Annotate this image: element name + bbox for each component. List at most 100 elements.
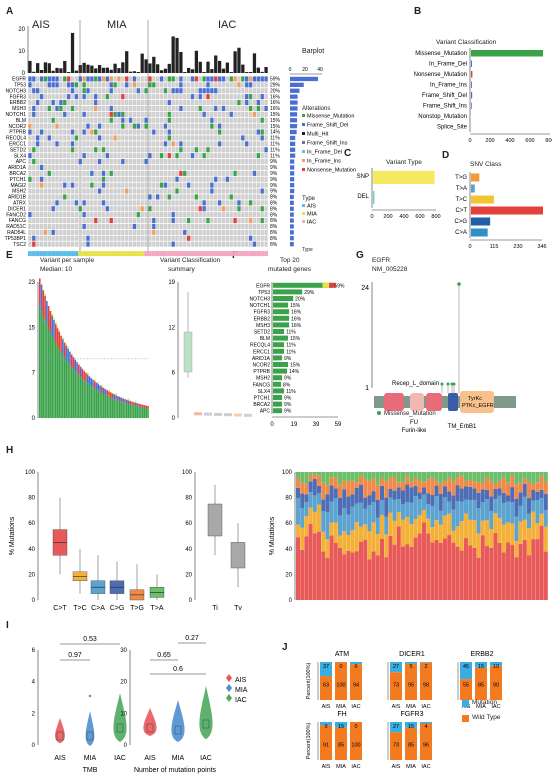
e-sample-bar <box>120 397 123 402</box>
oncoplot-cell <box>113 218 117 224</box>
oncoplot-cell <box>179 94 183 100</box>
oncoplot-cell <box>140 241 144 247</box>
oncoplot-cell <box>186 153 191 159</box>
oncoplot-cell <box>163 129 168 135</box>
h3-stack-segment <box>476 557 481 600</box>
oncoplot-cell <box>171 206 175 212</box>
oncoplot-cell <box>39 229 44 235</box>
h3-stack-segment <box>506 522 510 543</box>
f-bar <box>273 381 282 387</box>
oncoplot-cell <box>59 147 63 153</box>
oncoplot-cell <box>248 135 253 141</box>
oncoplot-cell <box>59 105 63 111</box>
gene-frequency-bar <box>290 76 318 82</box>
oncoplot-cell <box>70 129 75 135</box>
h3-stack-segment <box>422 481 426 488</box>
oncoplot-cell <box>78 206 82 212</box>
e-sample-bar <box>117 396 119 401</box>
oncoplot-cell <box>264 159 268 165</box>
oncoplot-cell <box>117 212 121 218</box>
oncoplot-cell <box>210 176 214 182</box>
oncoplot-cell <box>210 159 214 165</box>
oncoplot-cell <box>113 105 117 111</box>
f-bar <box>273 282 333 288</box>
e-sample-bar <box>54 342 57 418</box>
oncoplot-cell <box>90 135 94 141</box>
oncoplot-cell <box>171 76 175 82</box>
h3-stack-segment <box>510 472 515 476</box>
i-right-x-label: MIA <box>172 755 185 762</box>
h3-stack-segment <box>417 499 422 515</box>
oncoplot-cell <box>229 135 233 141</box>
oncoplot-cell <box>86 123 90 129</box>
oncoplot-cell <box>97 147 102 153</box>
oncoplot-cell <box>159 194 164 200</box>
oncoplot-cell <box>86 153 90 159</box>
oncoplot-cell <box>155 147 160 153</box>
e-sample-bar <box>74 371 77 418</box>
oncoplot-cell <box>252 117 257 123</box>
oncoplot-cell <box>190 212 195 218</box>
gene-label: RAD51C <box>6 224 26 230</box>
gene-frequency-bar <box>290 212 294 217</box>
h3-stack-segment <box>451 495 456 510</box>
h3-stack-segment <box>426 518 431 534</box>
oncoplot-cell <box>194 76 199 82</box>
oncoplot-cell <box>202 117 206 123</box>
oncoplot-cell <box>82 76 86 82</box>
oncoplot-cell <box>94 241 98 247</box>
oncoplot-cell <box>70 141 75 147</box>
h3-stack-segment <box>472 488 477 500</box>
oncoplot-cell <box>128 164 133 170</box>
oncoplot-cell <box>51 147 55 153</box>
oncoplot-cell <box>175 135 179 141</box>
oncoplot-cell <box>94 159 98 165</box>
oncoplot-cell <box>47 105 51 111</box>
oncoplot-cell <box>264 176 268 182</box>
oncoplot-cell <box>264 76 268 82</box>
oncoplot-cell <box>260 123 264 129</box>
oncoplot-cell <box>264 229 268 235</box>
oncoplot-cell <box>136 141 141 147</box>
oncoplot-cell <box>63 82 67 88</box>
g-domain-tm <box>448 393 458 411</box>
f-percent-label: 9% <box>284 356 292 362</box>
oncoplot-cell <box>159 105 164 111</box>
j-mutation-segment <box>405 662 417 664</box>
variant-classification-title: Variant Classification <box>436 39 497 46</box>
oncoplot-cell <box>233 212 237 218</box>
j-gene-title: FGFR3 <box>401 711 424 718</box>
oncoplot-cell <box>94 153 98 159</box>
h3-stack-segment <box>543 510 548 527</box>
e-sample-bar <box>79 376 82 418</box>
h3-stack-segment <box>300 549 305 600</box>
oncoplot-cell <box>171 176 175 182</box>
d-category-label: C>A <box>455 230 467 236</box>
sample-type-cell <box>244 251 249 257</box>
oncoplot-cell <box>152 76 156 82</box>
oncoplot-cell <box>148 229 152 235</box>
oncoplot-cell <box>256 194 261 200</box>
oncoplot-cell <box>183 164 187 170</box>
oncoplot-cell <box>43 76 48 82</box>
oncoplot-cell <box>202 194 206 200</box>
oncoplot-cell <box>252 129 257 135</box>
type-legend-label: AIS <box>307 204 316 210</box>
oncoplot-cell <box>252 170 257 176</box>
h3-stack-segment <box>527 498 531 514</box>
oncoplot-cell <box>175 170 179 176</box>
oncoplot-cell <box>210 223 214 229</box>
oncoplot-cell <box>35 164 40 170</box>
oncoplot-cell <box>221 194 226 200</box>
b-bar <box>471 81 472 88</box>
sample-type-cell <box>171 251 176 257</box>
oncoplot-cell <box>148 188 152 194</box>
sample-type-cell <box>163 251 168 257</box>
h3-stack-segment <box>325 557 330 600</box>
oncoplot-cell <box>155 105 160 111</box>
oncoplot-cell <box>47 159 51 165</box>
j-wildtype-segment <box>350 664 362 700</box>
sample-mutation-bar <box>55 67 59 73</box>
oncoplot-cell <box>97 88 102 94</box>
oncoplot-cell <box>121 235 125 241</box>
